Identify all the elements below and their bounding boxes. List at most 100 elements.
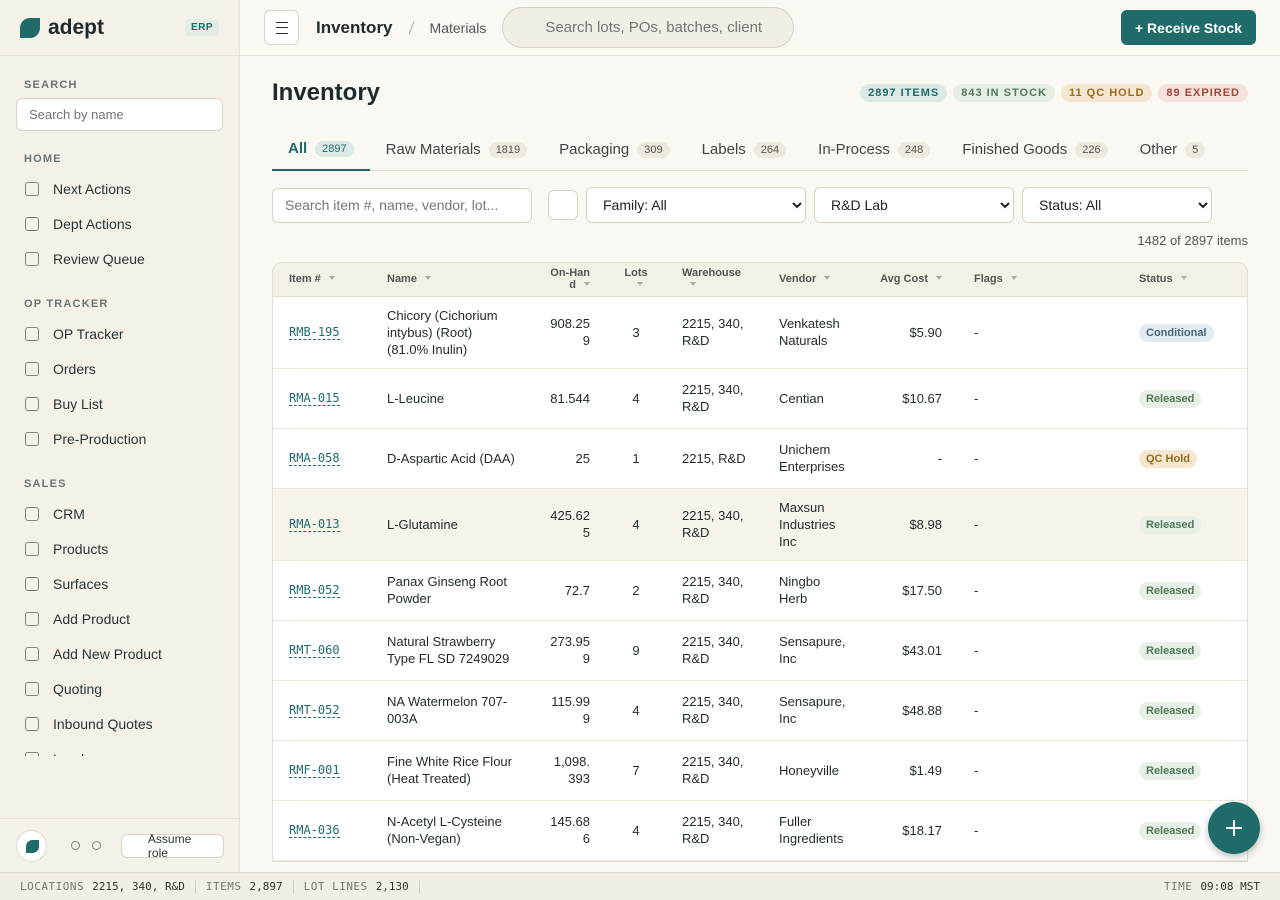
nav-item[interactable]: Inbound Quotes [0,706,239,741]
table-row[interactable]: RMF-001 Fine White Rice Flour (Heat Treat… [273,740,1247,801]
nav-item[interactable]: Review Queue [0,241,239,276]
cell: 2 [606,560,666,621]
tab-count: 264 [753,141,787,158]
column-header[interactable]: Status [1123,263,1247,297]
status-filter[interactable]: Status: All [1022,187,1212,223]
global-search[interactable] [502,7,795,48]
status-group: LOT LINES 2,130 [304,880,420,893]
nav-label: Surfaces [53,575,109,592]
tab[interactable]: Packaging 309 [543,128,685,171]
add-button[interactable] [1208,802,1260,854]
cell: 72.7 [531,560,606,621]
table-row[interactable]: RMA-058 D-Aspartic Acid (DAA) 25 1 2215, R&D… [273,428,1247,489]
link-button[interactable] [548,190,578,220]
breadcrumb[interactable]: Materials [429,19,487,36]
status-value: 2215, 340, R&D [92,880,185,893]
nav-item[interactable]: Add Product [0,601,239,636]
receive-stock-button[interactable]: + Receive Stock [1120,10,1256,45]
item-link[interactable]: RMT-060 [289,643,340,658]
nav-item[interactable]: Quoting [0,671,239,706]
status-badge: Released [1139,761,1202,780]
cell: RMA-013 [273,488,371,561]
menu-button[interactable] [264,10,299,45]
tab[interactable]: Raw Materials 1819 [370,128,544,171]
column-header[interactable]: Vendor [763,263,863,297]
cell: 908.259 [531,296,606,369]
nav-item[interactable]: Orders [0,351,239,386]
item-link[interactable]: RMB-052 [289,583,340,598]
item-link[interactable]: RMA-058 [289,451,340,466]
item-link[interactable]: RMT-052 [289,703,340,718]
item-search[interactable] [272,187,532,223]
nav-item[interactable]: Surfaces [0,566,239,601]
logout-icon[interactable] [92,841,101,850]
cell: - [863,428,958,489]
nav-icon [25,576,39,591]
avatar[interactable] [16,829,48,862]
table-row[interactable]: RMT-060 Natural Strawberry Type FL SD 724… [273,620,1247,681]
column-label: Status [1139,273,1173,286]
result-count: 1482 of 2897 items [1137,233,1248,248]
table-row[interactable]: RMA-013 L-Glutamine 425.625 4 2215, 340, R&D… [273,488,1247,561]
column-header[interactable]: Name [371,263,531,297]
table-row[interactable]: RMT-052 NA Watermelon 707-003A 115.999 4 221… [273,680,1247,741]
settings-icon[interactable] [71,841,81,850]
nav-item[interactable]: Next Actions [0,171,239,206]
cell: N-Acetyl L-Cysteine (Non-Vegan) [371,800,531,861]
cell: 2215, 340, R&D [666,488,763,561]
cell: Fine White Rice Flour (Heat Treated) [371,740,531,801]
filters: Family: All R&D Lab Status: All [272,187,1248,223]
nav-icon [25,681,39,696]
nav-icon [25,251,39,266]
nav-item[interactable]: Add New Product [0,636,239,671]
column-header[interactable]: Lots [606,263,666,297]
content: Inventory 2897 ITEMS 843 IN STOCK 11 QC HO… [240,56,1280,872]
column-header[interactable]: Item # [273,263,371,297]
sidebar-search[interactable] [16,98,223,131]
nav-item[interactable]: OP Tracker [0,316,239,351]
item-link[interactable]: RMA-015 [289,391,340,406]
cell: 2215, 340, R&D [666,740,763,801]
nav-item[interactable]: Leads [0,741,239,756]
tab[interactable]: In-Process 248 [802,128,946,171]
tab[interactable]: Labels 264 [686,128,803,171]
column-header[interactable]: Flags [958,263,1123,297]
cell: 1,098.393 [531,740,606,801]
breadcrumb[interactable]: Inventory [316,17,393,37]
nav-item[interactable]: Pre-Production [0,421,239,456]
nav-label: Dept Actions [53,215,132,232]
column-header[interactable]: Warehouse [666,263,763,297]
nav-item[interactable]: Products [0,531,239,566]
table-row[interactable]: RMA-015 L-Leucine 81.544 4 2215, 340, R&D Cen… [273,368,1247,429]
erp-badge: ERP [184,19,219,36]
nav-item[interactable]: Buy List [0,386,239,421]
cell: - [958,620,1123,681]
nav-item[interactable]: Dept Actions [0,206,239,241]
column-label: Avg Cost [880,273,928,286]
section-title: HOME [24,153,62,165]
tab-label: Finished Goods [962,141,1068,158]
tab[interactable]: Finished Goods 226 [946,128,1123,171]
cell: 3 [606,296,666,369]
location-filter[interactable]: R&D Lab [814,187,1014,223]
cell: 273.959 [531,620,606,681]
count-badge: 2897 ITEMS [860,84,948,102]
tab[interactable]: All 2897 [272,128,370,171]
family-filter[interactable]: Family: All [586,187,806,223]
item-link[interactable]: RMA-013 [289,517,340,532]
column-header[interactable]: Avg Cost [863,263,958,297]
assume-role-button[interactable]: Assume role [120,832,224,860]
cell: RMA-015 [273,368,371,429]
cell: Released [1123,740,1247,801]
tab[interactable]: Other 5 [1124,128,1222,171]
table-row[interactable]: RMA-036 N-Acetyl L-Cysteine (Non-Vegan) 14… [273,800,1247,861]
column-header[interactable]: On-Hand [531,263,606,297]
tab-count: 5 [1185,141,1206,158]
nav-item[interactable]: CRM [0,496,239,531]
table-row[interactable]: RMB-052 Panax Ginseng Root Powder 72.7 2 221… [273,560,1247,621]
item-link[interactable]: RMB-195 [289,325,340,340]
item-link[interactable]: RMA-036 [289,823,340,838]
table-row[interactable]: RMB-195 Chicory (Cichorium intybus) (Root… [273,296,1247,369]
item-link[interactable]: RMF-001 [289,763,340,778]
